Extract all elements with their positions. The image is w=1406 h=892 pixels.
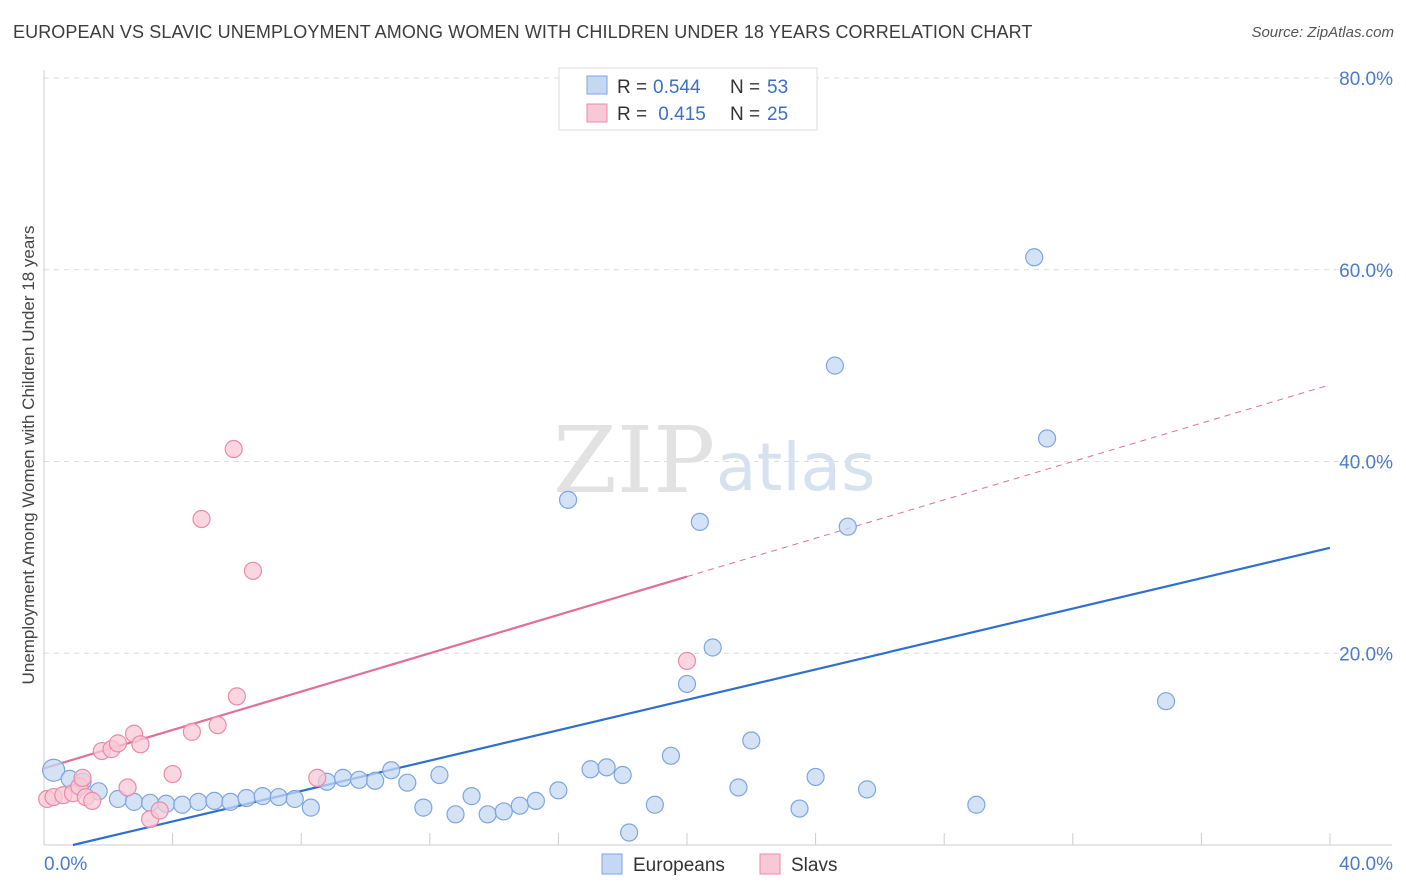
point-europeans	[221, 792, 240, 811]
point-europeans	[462, 787, 481, 806]
point-slavs	[163, 764, 182, 784]
x-tick-label: 0.0%	[44, 854, 87, 875]
point-europeans	[729, 778, 748, 797]
correlation-legend: R = 0.544 N = 53 R = 0.415 N = 25	[558, 67, 818, 131]
y-axis-label: Unemployment Among Women with Children U…	[19, 226, 38, 685]
point-slavs	[224, 439, 243, 459]
point-europeans	[825, 356, 844, 375]
point-europeans	[269, 787, 288, 807]
point-europeans	[205, 791, 224, 810]
legend-r-label-slavs: R =	[617, 104, 647, 125]
legend-r-value-slavs: 0.415	[653, 104, 706, 125]
point-slavs	[83, 791, 102, 810]
point-europeans	[398, 773, 417, 792]
point-europeans	[446, 805, 465, 824]
point-europeans	[806, 767, 825, 787]
point-europeans	[301, 798, 320, 817]
point-europeans	[549, 781, 568, 800]
point-europeans	[366, 771, 385, 790]
legend-swatch-slavs	[586, 103, 608, 123]
bottom-legend-swatch-slavs	[759, 853, 781, 875]
point-europeans	[1025, 248, 1044, 267]
point-slavs	[308, 768, 327, 787]
point-slavs	[108, 734, 128, 753]
point-slavs	[192, 509, 211, 529]
point-slavs	[182, 722, 201, 741]
point-europeans	[237, 788, 256, 808]
point-europeans	[526, 791, 545, 810]
trend-line-slavs	[43, 575, 688, 770]
point-slavs	[118, 778, 137, 797]
point-europeans	[967, 795, 986, 814]
point-europeans	[613, 765, 632, 785]
legend-swatch-europeans	[586, 75, 608, 95]
point-europeans	[838, 517, 857, 536]
point-europeans	[661, 746, 681, 765]
legend-n-value-europeans: 53	[767, 77, 788, 98]
chart-title: EUROPEAN VS SLAVIC UNEMPLOYMENT AMONG WO…	[13, 22, 1033, 42]
tick-label-layer: 20.0% 40.0% 60.0% 80.0% 0.0% 40.0%	[44, 69, 1393, 875]
point-europeans	[173, 795, 192, 814]
point-europeans	[478, 805, 497, 824]
point-slavs	[131, 735, 150, 754]
source-label: Source: ZipAtlas.com	[1251, 24, 1394, 41]
point-europeans	[1156, 692, 1176, 711]
point-europeans	[1037, 429, 1057, 448]
point-europeans	[414, 798, 433, 817]
bottom-legend-swatch-europeans	[601, 853, 623, 875]
bottom-legend-label-slavs: Slavs	[791, 855, 837, 876]
point-europeans	[742, 731, 761, 750]
point-europeans	[430, 765, 449, 785]
point-europeans	[494, 802, 513, 821]
point-europeans	[690, 512, 709, 532]
y-tick-label: 80.0%	[1339, 69, 1393, 90]
series-legend: Europeans Slavs	[601, 853, 837, 876]
watermark-atlas: atlas	[716, 429, 876, 506]
point-europeans	[581, 760, 600, 779]
legend-n-value-slavs: 25	[767, 104, 788, 125]
points-layer	[38, 248, 1176, 842]
point-europeans	[253, 787, 272, 806]
point-europeans	[510, 796, 529, 815]
watermark: ZIP atlas	[553, 407, 876, 514]
point-europeans	[382, 761, 401, 780]
point-europeans	[333, 768, 353, 787]
point-europeans	[285, 789, 304, 809]
legend-r-value-europeans: 0.544	[653, 77, 701, 98]
point-europeans	[558, 490, 578, 509]
point-europeans	[677, 674, 697, 694]
point-slavs	[73, 768, 92, 787]
point-europeans	[790, 799, 809, 818]
point-europeans	[703, 638, 722, 657]
point-europeans	[620, 823, 639, 842]
axis-layer	[43, 70, 1392, 846]
y-tick-label: 20.0%	[1339, 644, 1393, 665]
point-europeans	[645, 795, 664, 814]
legend-n-label-slavs: N =	[730, 104, 760, 125]
point-slavs	[150, 801, 169, 820]
point-slavs	[677, 651, 697, 671]
bottom-legend-label-europeans: Europeans	[633, 855, 725, 876]
point-europeans	[597, 758, 616, 777]
point-slavs	[243, 561, 263, 580]
point-slavs	[208, 716, 227, 735]
trend-extension-slavs	[686, 384, 1331, 578]
y-tick-label: 60.0%	[1339, 261, 1393, 282]
point-slavs	[227, 687, 246, 706]
point-europeans	[189, 792, 208, 811]
point-europeans	[349, 770, 369, 789]
point-europeans	[857, 780, 877, 799]
point-europeans	[42, 758, 66, 782]
y-tick-label: 40.0%	[1339, 453, 1393, 474]
x-tick-label: 40.0%	[1339, 854, 1393, 875]
legend-r-label-europeans: R =	[617, 77, 647, 98]
legend-n-label-europeans: N =	[730, 77, 760, 98]
watermark-zip: ZIP	[553, 407, 715, 514]
